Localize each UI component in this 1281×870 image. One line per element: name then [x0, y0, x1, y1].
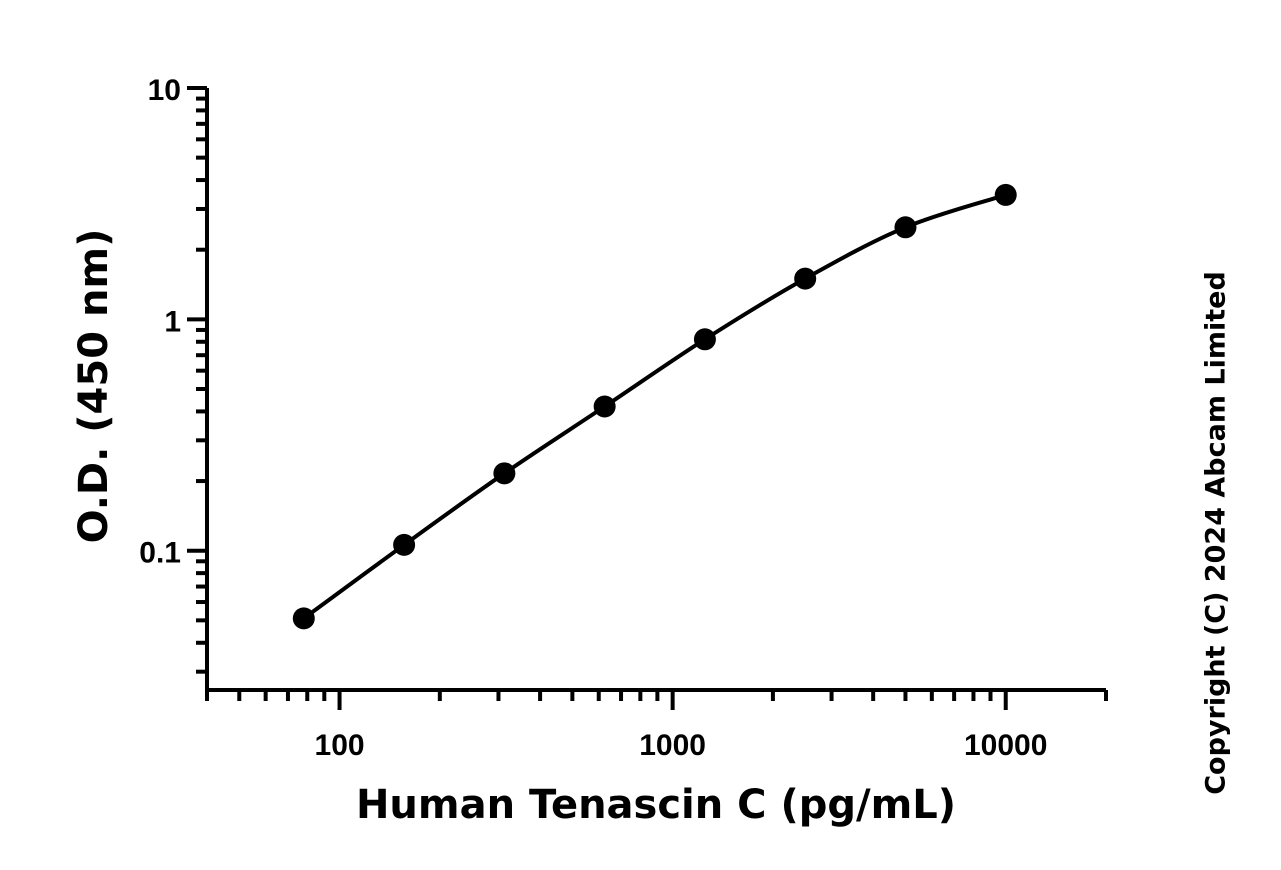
y-tick-label: 0.1 — [139, 537, 181, 570]
x-tick-labels: 100 1000 10000 — [315, 729, 1048, 762]
x-tick-label: 1000 — [639, 729, 706, 762]
data-point — [693, 328, 716, 351]
x-tick-label: 100 — [315, 729, 365, 762]
data-point — [894, 216, 917, 239]
data-point — [292, 607, 315, 630]
x-tick-label: 10000 — [964, 729, 1047, 762]
data-point — [493, 462, 516, 485]
x-axis-ticks — [205, 690, 1108, 710]
y-tick-label: 1 — [164, 305, 181, 338]
fit-curve — [302, 193, 1007, 620]
y-axis-ticks — [187, 86, 207, 674]
x-axis-title: Human Tenascin C (pg/mL) — [356, 782, 956, 828]
data-point — [994, 183, 1017, 206]
y-tick-label: 10 — [148, 74, 181, 107]
data-point — [393, 533, 416, 556]
y-tick-labels: 0.1 1 10 — [139, 74, 181, 570]
data-points — [292, 183, 1017, 630]
data-point — [794, 267, 817, 290]
data-point — [593, 395, 616, 418]
y-axis-title: O.D. (450 nm) — [71, 229, 117, 544]
copyright-text: Copyright (C) 2024 Abcam Limited — [1201, 271, 1232, 795]
